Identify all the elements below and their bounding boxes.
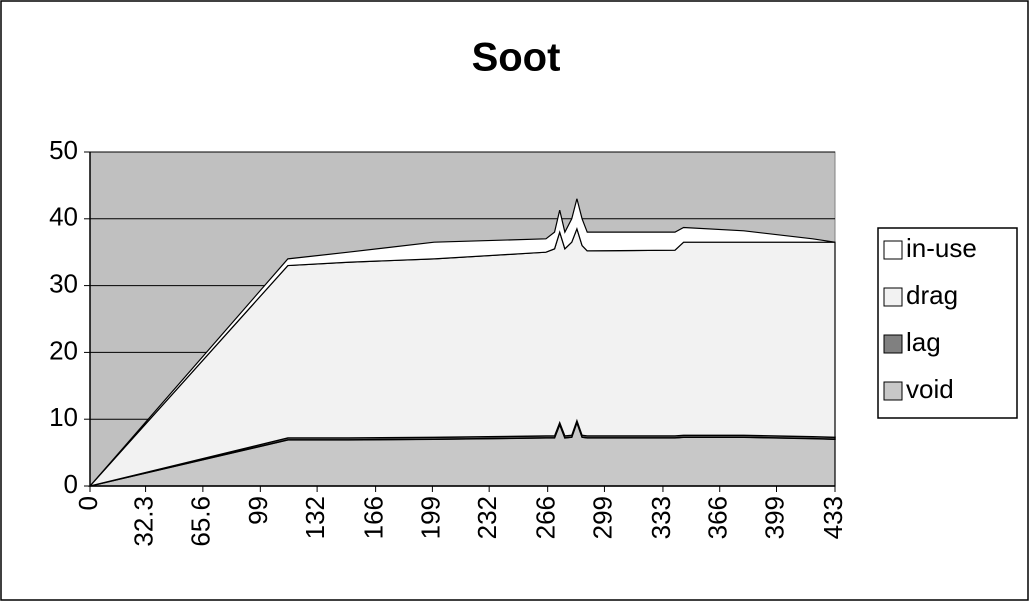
legend-swatch (883, 334, 903, 354)
legend-label: drag (906, 280, 958, 310)
legend-label: lag (906, 327, 941, 357)
x-tick-label: 132 (300, 496, 330, 539)
legend-swatch (883, 381, 903, 401)
x-tick-label: 199 (415, 496, 445, 539)
x-tick-label: 433 (818, 496, 848, 539)
x-tick-label: 366 (703, 496, 733, 539)
area (89, 198, 836, 487)
chart-title: Soot (472, 36, 561, 80)
y-tick-label: 40 (49, 202, 78, 232)
y-tick-label: 50 (49, 135, 78, 165)
x-tick-label: 32.3 (128, 496, 158, 547)
x-tick-label: 0 (73, 496, 103, 510)
x-tick-label: 99 (243, 496, 273, 525)
y-tick-label: 0 (64, 469, 78, 499)
y-tick-label: 30 (49, 268, 78, 298)
y-tick-label: 10 (49, 402, 78, 432)
legend-swatch (883, 240, 903, 260)
legend-label: void (906, 374, 954, 404)
y-tick-label: 20 (49, 335, 78, 365)
x-tick-label: 65.6 (186, 496, 216, 547)
x-tick-label: 232 (472, 496, 502, 539)
x-tick-label: 166 (358, 496, 388, 539)
x-tick-label: 266 (531, 496, 561, 539)
x-tick-label: 333 (646, 496, 676, 539)
x-tick-label: 399 (759, 496, 789, 539)
x-tick-label: 299 (587, 496, 617, 539)
legend-label: in-use (906, 233, 977, 263)
legend-swatch (883, 287, 903, 307)
